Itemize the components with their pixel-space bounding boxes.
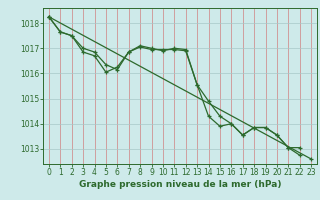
X-axis label: Graphe pression niveau de la mer (hPa): Graphe pression niveau de la mer (hPa) — [79, 180, 281, 189]
